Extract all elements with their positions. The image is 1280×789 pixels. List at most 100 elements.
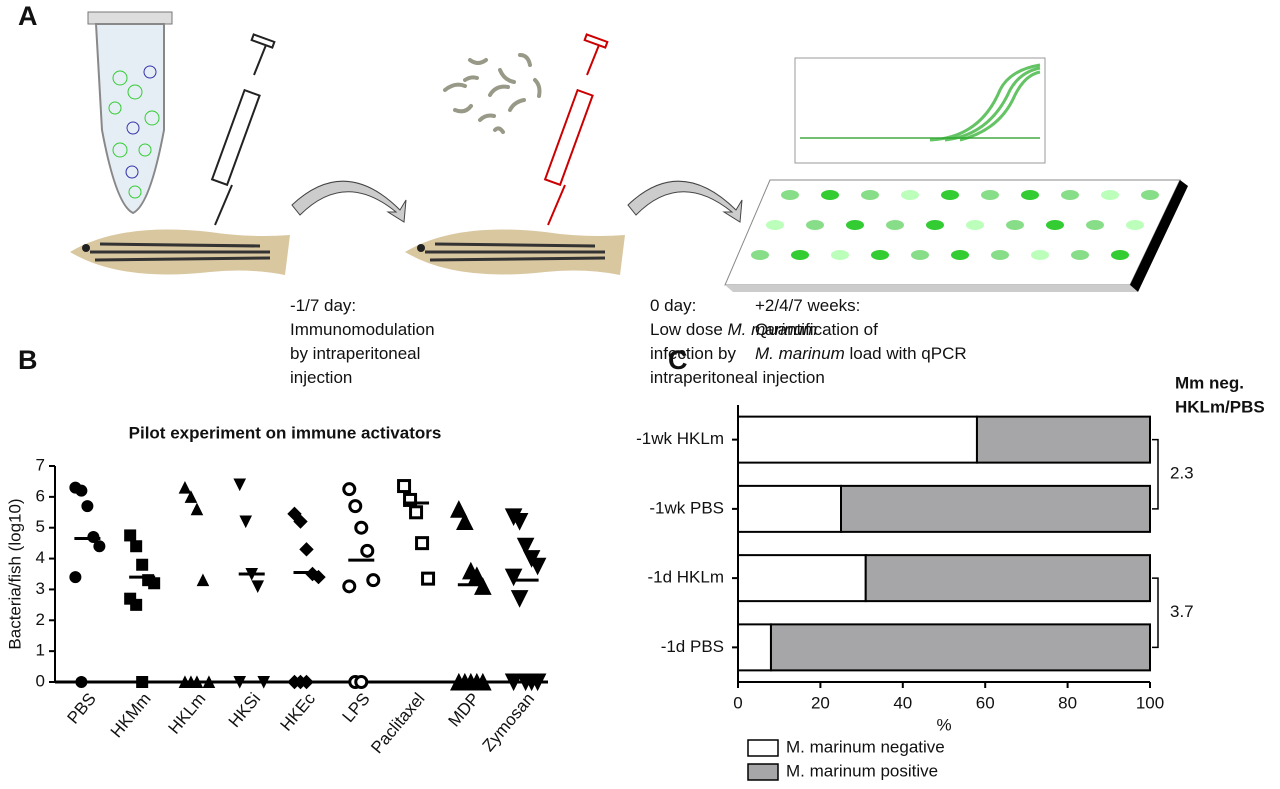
bracket	[1152, 438, 1159, 510]
point	[510, 513, 529, 531]
point	[190, 502, 204, 516]
arrow	[291, 180, 743, 223]
syringe-red	[543, 33, 609, 226]
step-text: by intraperitoneal	[290, 344, 420, 363]
bar-segment	[737, 623, 772, 672]
annotation-header: Mm neg.	[1175, 373, 1244, 392]
x-tick-label: 60	[976, 693, 995, 712]
point	[299, 542, 314, 557]
x-tick-label: LPS	[339, 689, 374, 726]
fish	[70, 229, 290, 275]
point	[69, 571, 82, 584]
text-segment: Quantification of	[755, 320, 878, 339]
point	[148, 577, 161, 590]
ratio-label: 3.7	[1170, 602, 1194, 621]
step-text: intraperitoneal injection	[650, 368, 825, 387]
y-tick-label: 7	[36, 455, 45, 474]
text-segment: Low dose	[650, 320, 728, 339]
x-tick-label: HKMm	[107, 689, 155, 741]
x-tick-label: Paclitaxel	[367, 689, 428, 757]
plate	[724, 179, 1188, 292]
point	[342, 482, 357, 497]
x-tick-label: HKEc	[277, 689, 320, 735]
legend-swatch	[747, 739, 779, 757]
step-text: Low dose M. marinum	[650, 320, 817, 339]
legend-label: M. marinum positive	[786, 761, 938, 780]
point	[516, 537, 535, 556]
bar-segment	[737, 415, 978, 464]
text-segment: load with qPCR	[845, 344, 967, 363]
point	[287, 506, 302, 522]
point	[93, 540, 106, 553]
y-tick-label: 6	[36, 486, 45, 505]
point	[528, 557, 547, 576]
y-tick-label: 5	[36, 517, 45, 536]
step-text: infection by	[650, 344, 736, 363]
step-text: M. marinum load with qPCR	[755, 344, 967, 363]
point	[196, 573, 210, 587]
point	[510, 590, 529, 608]
bar-segment	[840, 484, 1151, 533]
point	[474, 672, 492, 691]
point	[81, 500, 94, 513]
point	[233, 676, 247, 689]
x-tick-label: 100	[1136, 693, 1164, 712]
bracket	[1152, 577, 1159, 649]
text-segment: by intraperitoneal	[290, 344, 420, 363]
y-tick-label: 0	[36, 671, 45, 690]
step-text: 0 day:	[650, 296, 696, 315]
point	[233, 478, 247, 492]
x-axis-label: %	[936, 715, 951, 734]
step-text: Quantification of	[755, 320, 878, 339]
point	[450, 500, 468, 518]
point	[397, 479, 412, 494]
panel-label: C	[668, 345, 688, 375]
annotation-header: HKLm/PBS	[1175, 397, 1265, 416]
x-tick-label: HKLm	[165, 689, 210, 737]
x-tick-label: PBS	[63, 689, 99, 727]
y-tick-label: 1	[36, 641, 45, 660]
point	[409, 505, 424, 520]
step-text: injection	[290, 368, 352, 387]
ratio-label: 2.3	[1170, 464, 1194, 483]
y-axis-label: Bacteria/fish (log10)	[5, 498, 24, 649]
point	[130, 598, 143, 611]
qpcr-plot	[794, 57, 1046, 164]
y-tick-label: 2	[36, 610, 45, 629]
text-segment: -1/7 day:	[290, 296, 356, 315]
bar-segment	[975, 415, 1152, 464]
fish	[405, 229, 625, 275]
point	[136, 558, 149, 571]
x-tick-label: 0	[733, 693, 742, 712]
chart-title: Pilot experiment on immune activators	[129, 423, 442, 442]
legend-swatch	[747, 763, 779, 781]
point	[348, 499, 363, 514]
y-tick-label: -1wk PBS	[649, 498, 724, 517]
bar-segment	[737, 484, 842, 533]
bar-segment	[737, 554, 867, 603]
text-segment: M. marinum	[728, 320, 818, 339]
point	[354, 675, 369, 689]
point	[354, 520, 369, 535]
step-text: +2/4/7 weeks:	[755, 296, 860, 315]
x-tick-label: Zymosan	[479, 689, 538, 755]
text-segment: intraperitoneal injection	[650, 368, 825, 387]
point	[124, 592, 137, 605]
legend-label: M. marinum negative	[786, 737, 945, 756]
step-text: -1/7 day:	[290, 296, 356, 315]
text-segment: Immunomodulation	[290, 320, 435, 339]
point	[75, 676, 88, 688]
point	[421, 571, 436, 586]
panel-label: A	[18, 1, 38, 31]
point	[239, 515, 253, 529]
point	[415, 536, 430, 551]
y-tick-label: 3	[36, 579, 45, 598]
point	[342, 579, 357, 594]
point	[75, 484, 88, 497]
point	[130, 540, 143, 553]
point	[474, 577, 492, 595]
y-tick-label: -1d PBS	[661, 637, 724, 656]
point	[124, 529, 137, 542]
point	[299, 674, 314, 690]
